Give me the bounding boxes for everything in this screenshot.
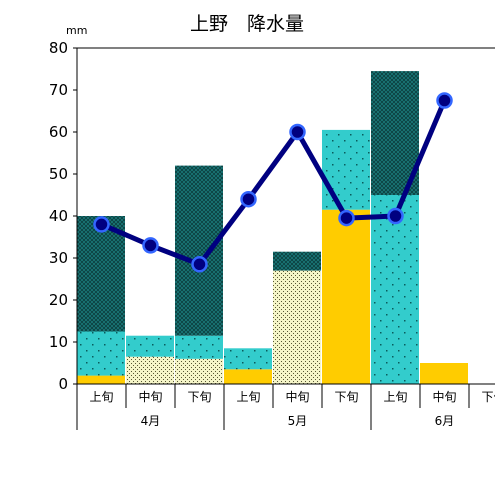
y-tick-label: 0 xyxy=(58,375,68,393)
bar-segment xyxy=(175,165,223,336)
y-tick-label: 80 xyxy=(49,39,68,57)
line-point xyxy=(289,123,306,141)
axes xyxy=(76,47,495,430)
bar-segment xyxy=(420,363,468,384)
y-tick-label: 40 xyxy=(49,207,68,225)
x-tick-label: 上旬 xyxy=(383,390,407,404)
bar-segment xyxy=(77,375,125,384)
chart-title: 上野 降水量 xyxy=(190,13,304,35)
line-point xyxy=(338,209,355,227)
x-axis-labels: 上旬 中旬 下旬 上旬 中旬 下旬 上旬 中旬 下旬 4月 5月 6月 xyxy=(89,389,495,428)
y-tick-label: 20 xyxy=(49,291,68,309)
x-tick-label: 中旬 xyxy=(285,389,309,404)
bar-series xyxy=(77,71,468,384)
y-tick-label: 30 xyxy=(49,249,68,267)
x-tick-label: 下旬 xyxy=(187,390,211,404)
x-tick-label: 中旬 xyxy=(138,389,162,404)
line-point xyxy=(240,190,257,208)
bar-segment xyxy=(371,195,419,384)
x-tick-label: 上旬 xyxy=(89,390,113,404)
line-point xyxy=(93,216,110,233)
bar-segment xyxy=(175,335,223,359)
y-tick-label: 70 xyxy=(49,81,68,99)
bar-segment xyxy=(322,209,370,384)
bar-segment xyxy=(77,216,125,332)
month-label: 5月 xyxy=(288,414,308,428)
bar-segment xyxy=(273,270,321,384)
line-point xyxy=(387,207,404,225)
y-tick-label: 50 xyxy=(49,165,68,183)
bar-segment xyxy=(224,369,272,384)
line-series xyxy=(93,92,453,273)
bar-segment xyxy=(126,356,174,384)
bar-segment xyxy=(322,129,370,210)
y-tick-label: 10 xyxy=(49,333,68,351)
x-tick-label: 上旬 xyxy=(236,390,260,404)
month-label: 6月 xyxy=(435,414,455,428)
month-label: 4月 xyxy=(141,414,161,428)
y-axis-ticks: 0 10 20 30 40 50 60 70 80 xyxy=(49,39,77,393)
bar-segment xyxy=(126,335,174,357)
y-tick-label: 60 xyxy=(49,123,68,141)
x-tick-label: 下旬 xyxy=(334,390,358,404)
bar-segment xyxy=(77,331,125,376)
bar-segment xyxy=(175,358,223,384)
line-point xyxy=(191,256,208,273)
y-axis-unit: mm xyxy=(66,24,87,37)
bar-segment xyxy=(273,251,321,271)
line-point xyxy=(436,92,453,109)
line-point xyxy=(142,237,159,254)
bar-segment xyxy=(224,348,272,370)
x-tick-label: 下旬 xyxy=(481,390,495,404)
x-tick-label: 中旬 xyxy=(432,389,456,404)
